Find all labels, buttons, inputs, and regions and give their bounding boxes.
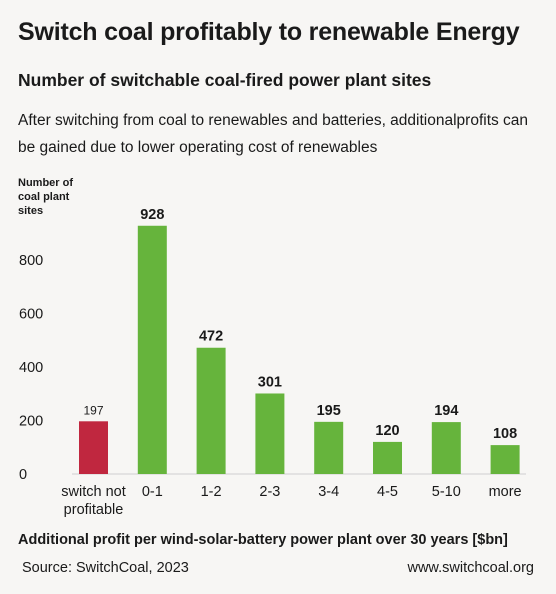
x-tick-label: 2-3: [259, 484, 280, 500]
bar: [137, 225, 167, 474]
data-label: 120: [375, 423, 399, 439]
chart-subtitle: Number of switchable coal-fired power pl…: [18, 70, 432, 90]
data-label: 194: [434, 403, 458, 419]
x-tick-label: profitable: [64, 502, 124, 518]
source-note: Source: SwitchCoal, 2023: [22, 560, 189, 576]
x-tick-label: more: [489, 484, 522, 500]
y-tick-label: 600: [19, 307, 43, 323]
bar: [314, 421, 344, 474]
data-label: 197: [83, 403, 103, 417]
x-tick-label: switch not: [61, 484, 125, 500]
y-tick-label: 0: [19, 467, 27, 483]
data-label: 195: [317, 403, 341, 419]
x-tick-label: 3-4: [318, 484, 339, 500]
x-axis-label: Additional profit per wind-solar-battery…: [18, 532, 508, 548]
x-tick-label: 0-1: [142, 484, 163, 500]
bar: [431, 422, 461, 474]
y-tick-label: 800: [19, 253, 43, 269]
x-tick-label: 1-2: [201, 484, 222, 500]
bar: [196, 347, 226, 474]
chart-description: After switching from coal to renewables …: [18, 112, 529, 156]
bar: [255, 393, 285, 474]
chart-title: Switch coal profitably to renewable Ener…: [18, 18, 520, 46]
data-label: 928: [140, 207, 164, 223]
data-label: 301: [258, 374, 282, 390]
y-tick-label: 200: [19, 414, 43, 430]
y-axis-label: Number of coal plant sites: [18, 177, 73, 217]
x-tick-label: 4-5: [377, 484, 398, 500]
x-tick-label: 5-10: [432, 484, 461, 500]
bar: [373, 441, 402, 474]
y-tick-label: 400: [19, 360, 43, 376]
website-link[interactable]: www.switchcoal.org: [407, 560, 534, 576]
bar: [490, 445, 520, 474]
data-label: 108: [493, 426, 517, 442]
data-label: 472: [199, 329, 223, 345]
bar: [79, 421, 108, 474]
